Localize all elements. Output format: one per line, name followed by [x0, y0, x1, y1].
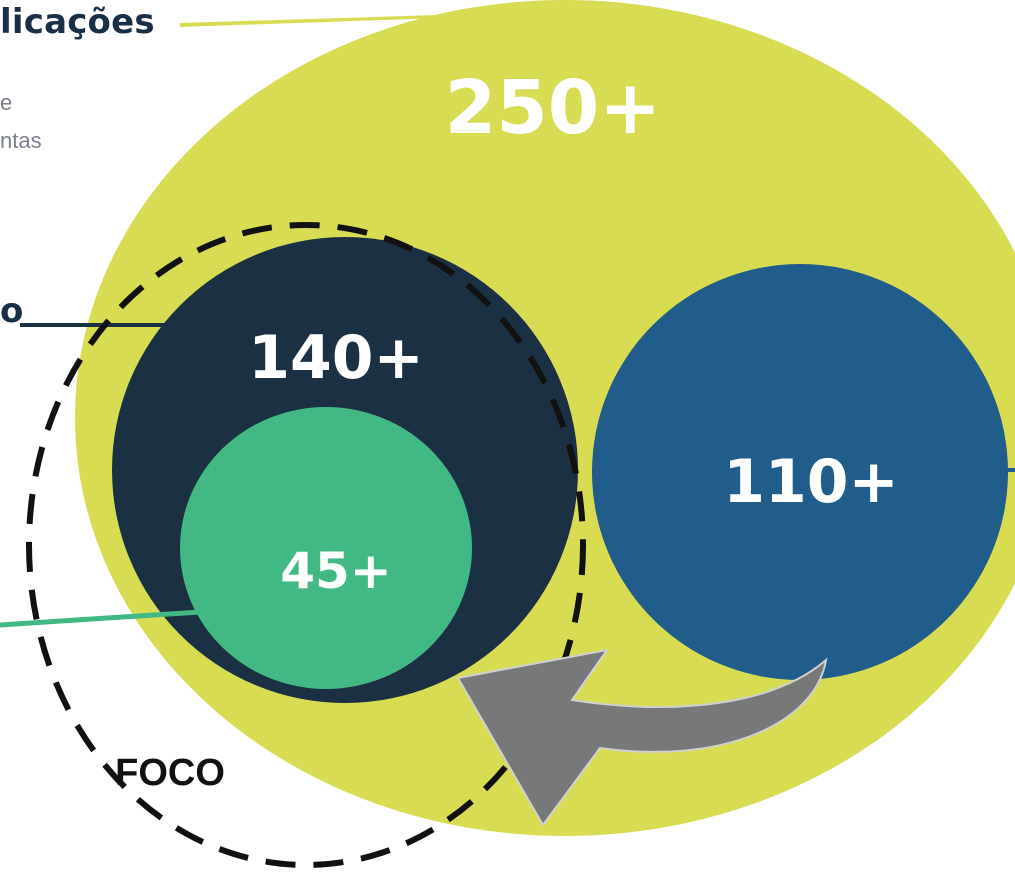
blue-group-value: 110+ [723, 447, 899, 517]
page-title: licações [0, 2, 155, 42]
curved-arrow-icon [456, 648, 828, 827]
outer-total-value: 250+ [445, 65, 661, 151]
green-connector [0, 609, 201, 628]
description-line-2: ntas [0, 128, 42, 153]
green-subgroup-value: 45+ [280, 542, 391, 600]
blue-circle [592, 264, 1008, 680]
focus-label: FOCO [115, 752, 225, 794]
description-line-1: e [0, 90, 13, 115]
green-circle [180, 407, 472, 689]
title-connector [180, 14, 470, 27]
focus-dashed-circle [26, 222, 586, 868]
left-label-partial: o [0, 291, 24, 331]
dark-group-value: 140+ [248, 323, 424, 393]
